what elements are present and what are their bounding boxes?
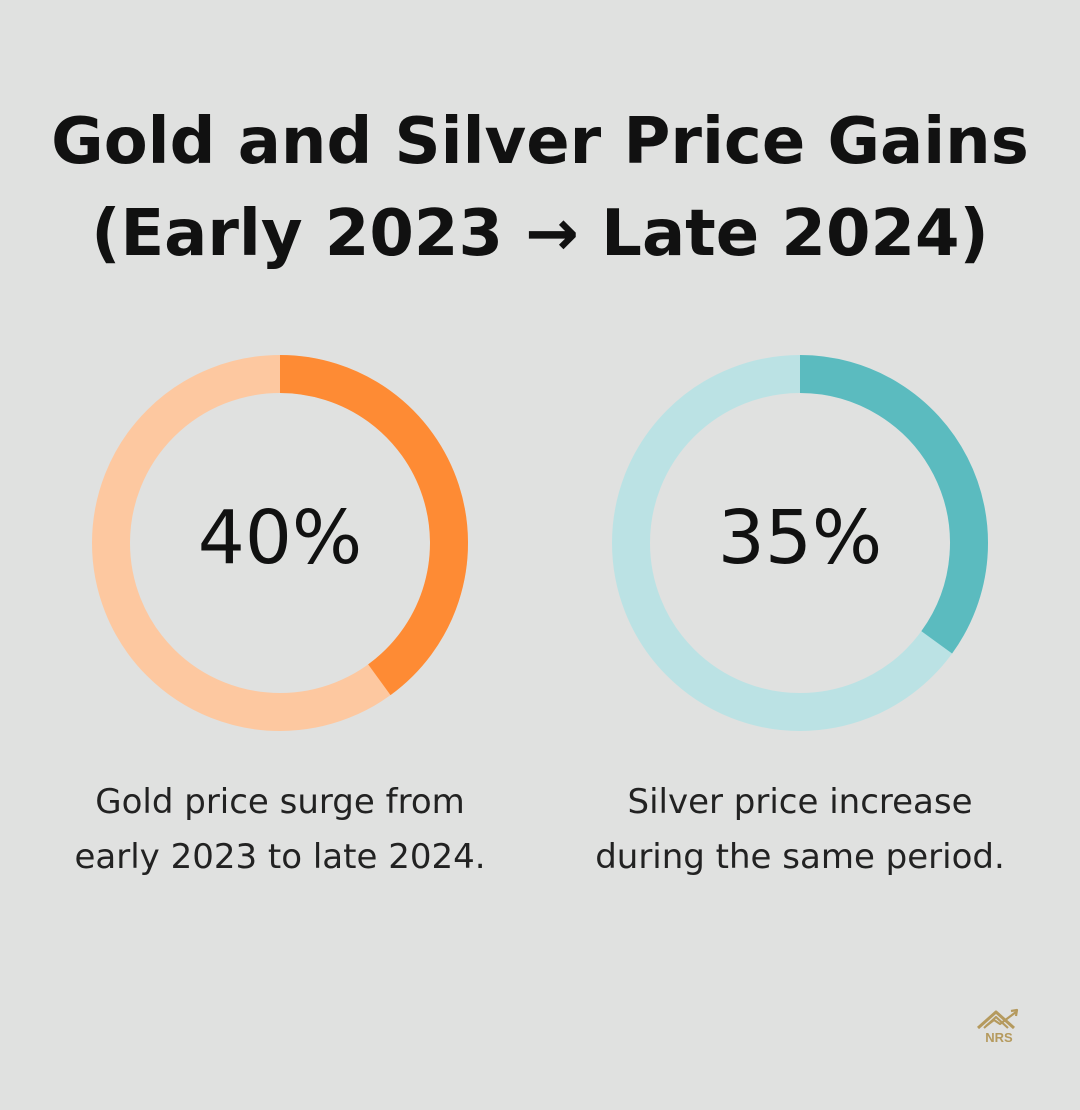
logo-text: NRS [985, 1030, 1013, 1045]
nrs-logo: NRS [972, 1006, 1026, 1048]
title-line-1: Gold and Silver Price Gains [51, 105, 1029, 179]
silver-caption: Silver price increase during the same pe… [540, 775, 1060, 885]
title-line-2: (Early 2023 → Late 2024) [91, 197, 989, 271]
silver-caption-line-2: during the same period. [595, 837, 1005, 877]
house-chart-icon [977, 1008, 1019, 1030]
silver-caption-line-1: Silver price increase [627, 782, 973, 822]
silver-percent-label: 35% [717, 495, 883, 581]
silver-donut-chart: 35% [590, 340, 1010, 750]
gold-caption-line-1: Gold price surge from [95, 782, 465, 822]
gold-donut-svg [92, 355, 468, 731]
silver-donut-value-arc [799, 355, 988, 654]
silver-donut-svg [612, 355, 988, 731]
chart-title: Gold and Silver Price Gains (Early 2023 … [0, 96, 1080, 280]
gold-donut-chart: 40% [70, 340, 490, 750]
gold-percent-label: 40% [197, 495, 363, 581]
gold-caption-line-2: early 2023 to late 2024. [74, 837, 486, 877]
gold-caption: Gold price surge from early 2023 to late… [20, 775, 540, 885]
gold-donut-value-arc [279, 355, 468, 696]
